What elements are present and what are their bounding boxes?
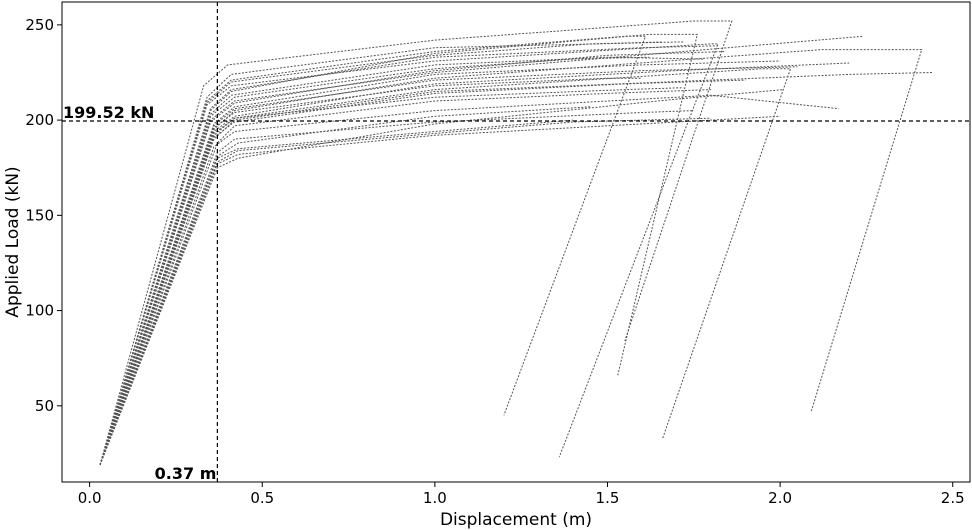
y-tick-label: 200 [25,111,54,129]
series-line-8 [99,68,792,466]
plot-frame [61,1,971,483]
series-line-19 [99,60,781,466]
series-line-17 [99,41,684,466]
series-line-27 [99,51,725,466]
y-tick-label: 100 [25,302,54,320]
series-line-22 [99,89,712,466]
x-tick-label: 1.0 [423,489,447,507]
series-line-15 [99,56,649,466]
x-tick-label: 2.0 [768,489,792,507]
series-line-3 [99,35,647,466]
y-axis-ticks: 50 100 150 200 250 [25,16,62,415]
y-tick-label: 50 [35,397,54,415]
x-tick-label: 1.5 [596,489,620,507]
series-line-4 [99,43,719,466]
series-line-13 [99,89,784,466]
y-tick-label: 250 [25,16,54,34]
series-line-9 [99,94,839,466]
y-tick-label: 150 [25,206,54,224]
x-tick-label: 0.5 [250,489,274,507]
horizontal-reference-label: 199.52 kN [63,103,154,122]
series-line-14 [99,77,642,466]
series-line-28 [99,41,663,466]
series-line-18 [99,56,705,466]
series-line-6 [99,49,923,466]
x-tick-label: 0.0 [78,489,102,507]
series-line-5 [99,35,864,466]
series-line-7 [99,72,933,466]
series-line-10 [99,110,694,466]
y-axis-label: Applied Load (kN) [3,166,23,317]
vertical-reference-label: 0.37 m [155,464,217,483]
series-line-26 [99,79,746,466]
series-line-11 [99,119,574,466]
series-line-23 [99,106,591,466]
reference-lines: 199.52 kN 0.37 m [62,2,970,483]
series-line-20 [99,62,850,466]
series-line-2 [99,33,698,466]
series-line-1 [99,20,733,466]
series-line-25 [99,66,798,466]
series-line-12 [99,115,781,466]
series-line-16 [99,45,719,466]
series-layer [99,20,933,466]
x-axis-ticks: 0.0 0.5 1.0 1.5 2.0 2.5 [78,482,965,507]
series-line-21 [99,87,684,466]
x-axis-label: Displacement (m) [440,510,592,530]
x-tick-label: 2.5 [941,489,965,507]
